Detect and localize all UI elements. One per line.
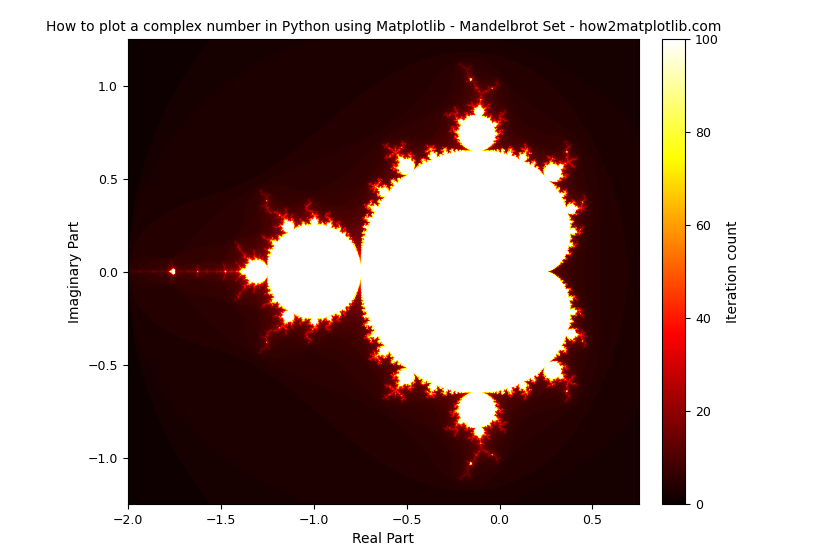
Y-axis label: Iteration count: Iteration count <box>726 220 740 323</box>
X-axis label: Real Part: Real Part <box>352 532 414 546</box>
Y-axis label: Imaginary Part: Imaginary Part <box>68 221 81 323</box>
Title: How to plot a complex number in Python using Matplotlib - Mandelbrot Set - how2m: How to plot a complex number in Python u… <box>45 20 721 34</box>
